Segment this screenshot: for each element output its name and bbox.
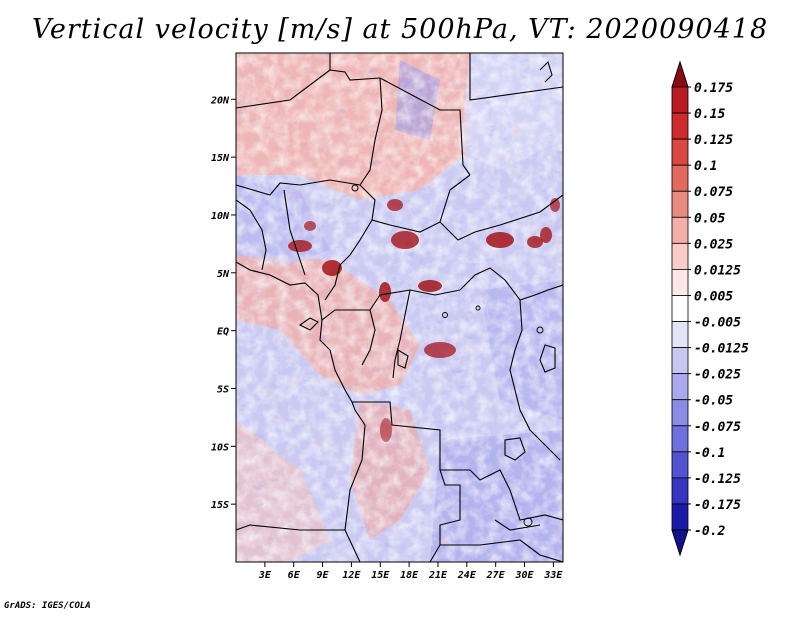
colorbar-label: 0.005: [694, 289, 733, 304]
lat-tick-label: 5S: [217, 384, 229, 395]
colorbar-bin: [671, 138, 689, 166]
lon-tick-label: 24E: [457, 570, 477, 581]
colorbar-bin: [671, 373, 689, 401]
colorbar-bin: [671, 451, 689, 479]
vertical-velocity-field: [236, 53, 563, 562]
colorbar-bin: [671, 321, 689, 348]
lon-tick-label: 21E: [428, 570, 448, 581]
lon-tick-label: 9E: [317, 570, 330, 581]
colorbar-bin: [671, 425, 689, 453]
colorbar-label: 0.1: [694, 159, 717, 174]
colorbar-bin: [671, 399, 689, 427]
colorbar-bin: [671, 86, 689, 114]
colorbar-label: 0.025: [694, 237, 733, 252]
colorbar-bin: [671, 347, 689, 375]
colorbar-label: -0.2: [694, 524, 725, 539]
colorbar-label: 0.125: [694, 133, 733, 148]
lon-tick-label: 27E: [486, 570, 506, 581]
colorbar-label: 0.175: [694, 81, 733, 96]
colorbar-label: 0.0125: [694, 263, 741, 278]
lon-tick-label: 3E: [258, 570, 272, 581]
colorbar-label: -0.005: [694, 316, 741, 331]
lat-tick-label: 20N: [210, 95, 230, 106]
colorbar-label: -0.175: [694, 498, 741, 513]
colorbar-label: -0.0125: [694, 342, 749, 357]
lon-tick-label: 15E: [371, 570, 390, 581]
lon-tick-label: 6E: [288, 570, 301, 581]
colorbar-label: 0.05: [694, 211, 725, 226]
colorbar-bin: [671, 216, 689, 244]
lat-tick-label: 10S: [211, 442, 229, 453]
colorbar-label: -0.025: [694, 368, 741, 383]
lakes: [351, 184, 544, 527]
colorbar-bin: [671, 190, 689, 218]
colorbar-bin: [671, 295, 689, 322]
lon-tick-label: 30E: [514, 570, 534, 581]
colorbar-bin: [671, 503, 689, 531]
colorbar-label: -0.05: [694, 394, 733, 409]
lat-tick-label: 5N: [217, 269, 230, 280]
map-title: Vertical velocity [m/s] at 500hPa, VT: 2…: [31, 14, 769, 45]
longitude-axis: 3E 6E 9E 12E 15E 18E 21E 24E 27E 30E 33E: [258, 562, 563, 581]
colorbar-label: -0.125: [694, 472, 741, 487]
colorbar-label: -0.1: [694, 446, 725, 461]
colorbar-label: 0.15: [694, 107, 725, 122]
colorbar-bin: [671, 269, 689, 296]
colorbar-top-arrow: [671, 60, 689, 88]
colorbar-label: 0.075: [694, 185, 733, 200]
lon-tick-label: 12E: [342, 570, 361, 581]
lat-tick-label: EQ: [217, 327, 229, 338]
colorbar-label: -0.075: [694, 420, 741, 435]
lon-tick-label: 33E: [543, 570, 563, 581]
lat-tick-label: 10N: [211, 211, 230, 222]
colorbar-bin: [671, 112, 689, 140]
colorbar-bin: [671, 477, 689, 505]
colorbar-bottom-arrow: [671, 529, 689, 557]
lat-tick-label: 15N: [211, 153, 230, 164]
latitude-axis: 20N 15N 10N 5N EQ 5S 10S 15S: [210, 95, 236, 511]
lat-tick-label: 15S: [211, 500, 229, 511]
map-frame: [235, 52, 564, 563]
country-borders: [236, 53, 563, 562]
colorbar-bin: [671, 242, 689, 270]
colorbar-bin: [671, 164, 689, 192]
lon-tick-label: 18E: [400, 570, 419, 581]
colorbar: 0.175 0.15 0.125 0.1 0.075 0.05 0.025 0.0125 0.0…: [671, 60, 749, 557]
grads-credit: GrADS: IGES/COLA: [4, 601, 91, 611]
